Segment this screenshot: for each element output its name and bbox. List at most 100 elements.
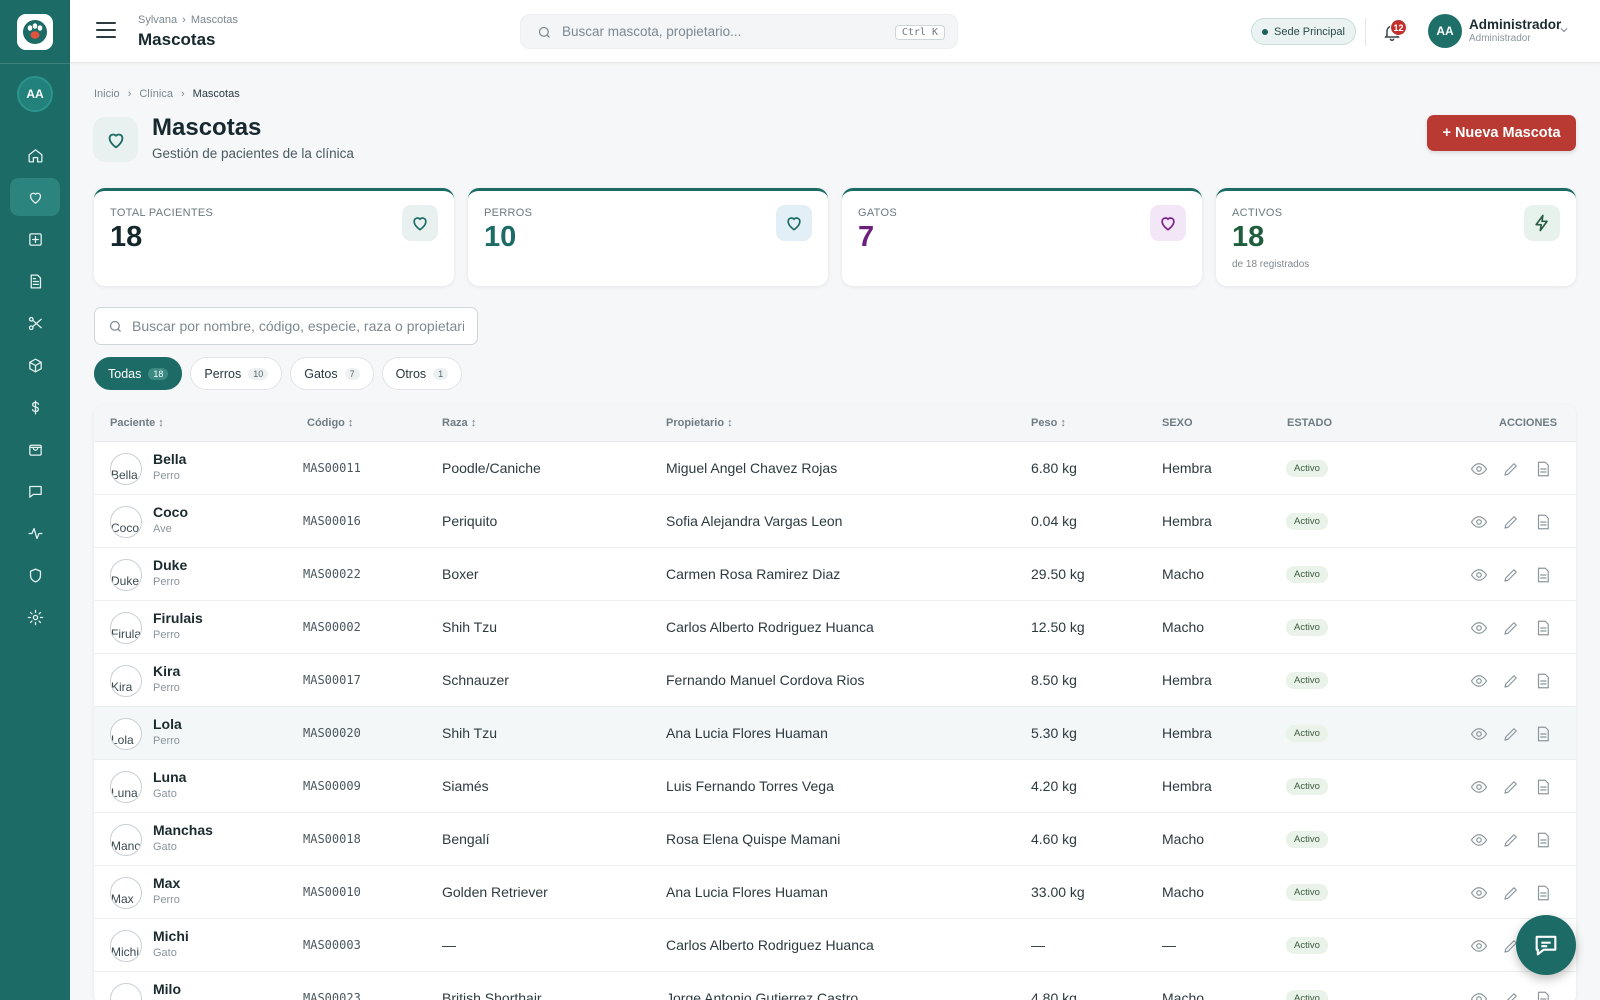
table-row[interactable]: Milo Milo MAS00023 British Shorthair Jorge A… xyxy=(94,972,1576,1000)
pet-name[interactable]: Bella xyxy=(153,451,187,467)
sidebar-item-configuracion[interactable] xyxy=(10,598,60,636)
edit-button[interactable] xyxy=(1502,937,1520,958)
pet-name[interactable]: Coco xyxy=(153,504,188,520)
record-button[interactable] xyxy=(1534,566,1552,587)
pet-sex: Macho xyxy=(1162,831,1205,847)
view-button[interactable] xyxy=(1470,460,1488,481)
menu-toggle-button[interactable] xyxy=(96,22,116,40)
sidebar-item-mensajes[interactable] xyxy=(10,472,60,510)
record-button[interactable] xyxy=(1534,619,1552,640)
view-button[interactable] xyxy=(1470,566,1488,587)
table-row[interactable]: Duke Duke Perro MAS00022 Boxer Carmen Rosa Ra… xyxy=(94,548,1576,601)
global-search-input[interactable]: Buscar mascota, propietario... Ctrl K xyxy=(520,14,958,49)
column-header-peso[interactable]: Peso ↕ xyxy=(1031,417,1066,429)
view-button[interactable] xyxy=(1470,672,1488,693)
record-button[interactable] xyxy=(1534,778,1552,799)
status-badge: Activo xyxy=(1286,619,1328,636)
edit-button[interactable] xyxy=(1502,513,1520,534)
view-button[interactable] xyxy=(1470,831,1488,852)
table-row[interactable]: Firulais Firulais Perro MAS00002 Shih Tzu Car… xyxy=(94,601,1576,654)
table-row[interactable]: Kira Kira Perro MAS00017 Schnauzer Fernando M… xyxy=(94,654,1576,707)
table-row[interactable]: Lola Lola Perro MAS00020 Shih Tzu Ana Lucia F… xyxy=(94,707,1576,760)
keyboard-shortcut-badge: Ctrl K xyxy=(894,25,945,40)
view-button[interactable] xyxy=(1470,619,1488,640)
pet-avatar-alt-text: Milo xyxy=(111,998,133,1000)
column-header-propietario[interactable]: Propietario ↕ xyxy=(666,417,733,429)
edit-button[interactable] xyxy=(1502,725,1520,746)
view-button[interactable] xyxy=(1470,778,1488,799)
table-row[interactable]: Bella Bella Perro MAS00011 Poodle/Caniche Mig… xyxy=(94,442,1576,495)
branch-selector[interactable]: Sede Principal xyxy=(1251,18,1356,45)
record-button[interactable] xyxy=(1534,990,1552,1000)
breadcrumb-item-clinica[interactable]: Clínica xyxy=(139,88,173,100)
pet-name[interactable]: Kira xyxy=(153,663,181,679)
user-avatar[interactable]: AA xyxy=(1428,14,1462,48)
chevron-down-icon[interactable] xyxy=(1558,24,1570,36)
record-button[interactable] xyxy=(1534,884,1552,905)
sidebar: AA xyxy=(0,0,70,1000)
column-header-paciente[interactable]: Paciente ↕ xyxy=(110,417,164,429)
sidebar-item-consultas[interactable] xyxy=(10,220,60,258)
table-row[interactable]: Manchas Manchas Gato MAS00018 Bengalí Rosa El… xyxy=(94,813,1576,866)
view-button[interactable] xyxy=(1470,937,1488,958)
record-button[interactable] xyxy=(1534,831,1552,852)
table-row[interactable]: Max Max Perro MAS00010 Golden Retriever Ana L… xyxy=(94,866,1576,919)
pet-name[interactable]: Michi xyxy=(153,928,189,944)
user-menu[interactable]: Administrador Administrador xyxy=(1469,17,1561,44)
breadcrumb-item-inicio[interactable]: Inicio xyxy=(94,88,120,100)
edit-button[interactable] xyxy=(1502,460,1520,481)
edit-button[interactable] xyxy=(1502,566,1520,587)
filter-gatos[interactable]: Gatos 7 xyxy=(290,357,374,390)
sidebar-item-tienda[interactable] xyxy=(10,430,60,468)
table-row[interactable]: Coco Coco Ave MAS00016 Periquito Sofia Alejan… xyxy=(94,495,1576,548)
pet-avatar: Bella xyxy=(110,453,142,485)
pet-code: MAS00011 xyxy=(303,461,361,475)
table-row[interactable]: Michi Michi Gato MAS00003 — Carlos Alberto Ro… xyxy=(94,919,1576,972)
sidebar-item-finanzas[interactable] xyxy=(10,388,60,426)
column-header-codigo[interactable]: Código ↕ xyxy=(307,417,354,429)
view-button[interactable] xyxy=(1470,513,1488,534)
pet-name[interactable]: Luna xyxy=(153,769,187,785)
sidebar-item-mascotas[interactable] xyxy=(10,178,60,216)
sidebar-item-grooming[interactable] xyxy=(10,304,60,342)
pet-name[interactable]: Manchas xyxy=(153,822,213,838)
filter-label: Otros xyxy=(395,366,427,381)
view-button[interactable] xyxy=(1470,884,1488,905)
pet-name[interactable]: Duke xyxy=(153,557,188,573)
record-button[interactable] xyxy=(1534,460,1552,481)
pet-name[interactable]: Max xyxy=(153,875,181,891)
status-badge: Activo xyxy=(1286,937,1328,954)
edit-button[interactable] xyxy=(1502,884,1520,905)
app-logo[interactable] xyxy=(17,14,53,50)
pet-name[interactable]: Lola xyxy=(153,716,182,732)
edit-button[interactable] xyxy=(1502,831,1520,852)
chat-support-button[interactable] xyxy=(1516,915,1576,975)
record-button[interactable] xyxy=(1534,725,1552,746)
edit-button[interactable] xyxy=(1502,619,1520,640)
view-button[interactable] xyxy=(1470,725,1488,746)
row-actions xyxy=(1470,778,1552,799)
edit-button[interactable] xyxy=(1502,672,1520,693)
table-row[interactable]: Luna Luna Gato MAS00009 Siamés Luis Fernando … xyxy=(94,760,1576,813)
filter-otros[interactable]: Otros 1 xyxy=(381,357,463,390)
edit-button[interactable] xyxy=(1502,778,1520,799)
column-header-raza[interactable]: Raza ↕ xyxy=(442,417,477,429)
edit-button[interactable] xyxy=(1502,990,1520,1000)
table-header: Paciente ↕ Código ↕ Raza ↕ Propietario ↕… xyxy=(94,405,1576,442)
record-button[interactable] xyxy=(1534,513,1552,534)
sidebar-item-seguridad[interactable] xyxy=(10,556,60,594)
pet-name[interactable]: Milo xyxy=(153,981,181,997)
sidebar-avatar[interactable]: AA xyxy=(17,76,53,112)
record-button[interactable] xyxy=(1534,672,1552,693)
new-pet-button[interactable]: + Nueva Mascota xyxy=(1427,115,1576,151)
view-button[interactable] xyxy=(1470,990,1488,1000)
filter-perros[interactable]: Perros 10 xyxy=(190,357,283,390)
filter-todas[interactable]: Todas 18 xyxy=(94,357,183,390)
sidebar-item-reportes[interactable] xyxy=(10,514,60,552)
pet-name[interactable]: Firulais xyxy=(153,610,203,626)
sidebar-item-historias[interactable] xyxy=(10,262,60,300)
sidebar-item-inventario[interactable] xyxy=(10,346,60,384)
pet-search-input[interactable]: Buscar por nombre, código, especie, raza… xyxy=(94,307,478,345)
sidebar-item-home[interactable] xyxy=(10,136,60,174)
topbar-crumb-root[interactable]: Sylvana xyxy=(138,14,178,26)
